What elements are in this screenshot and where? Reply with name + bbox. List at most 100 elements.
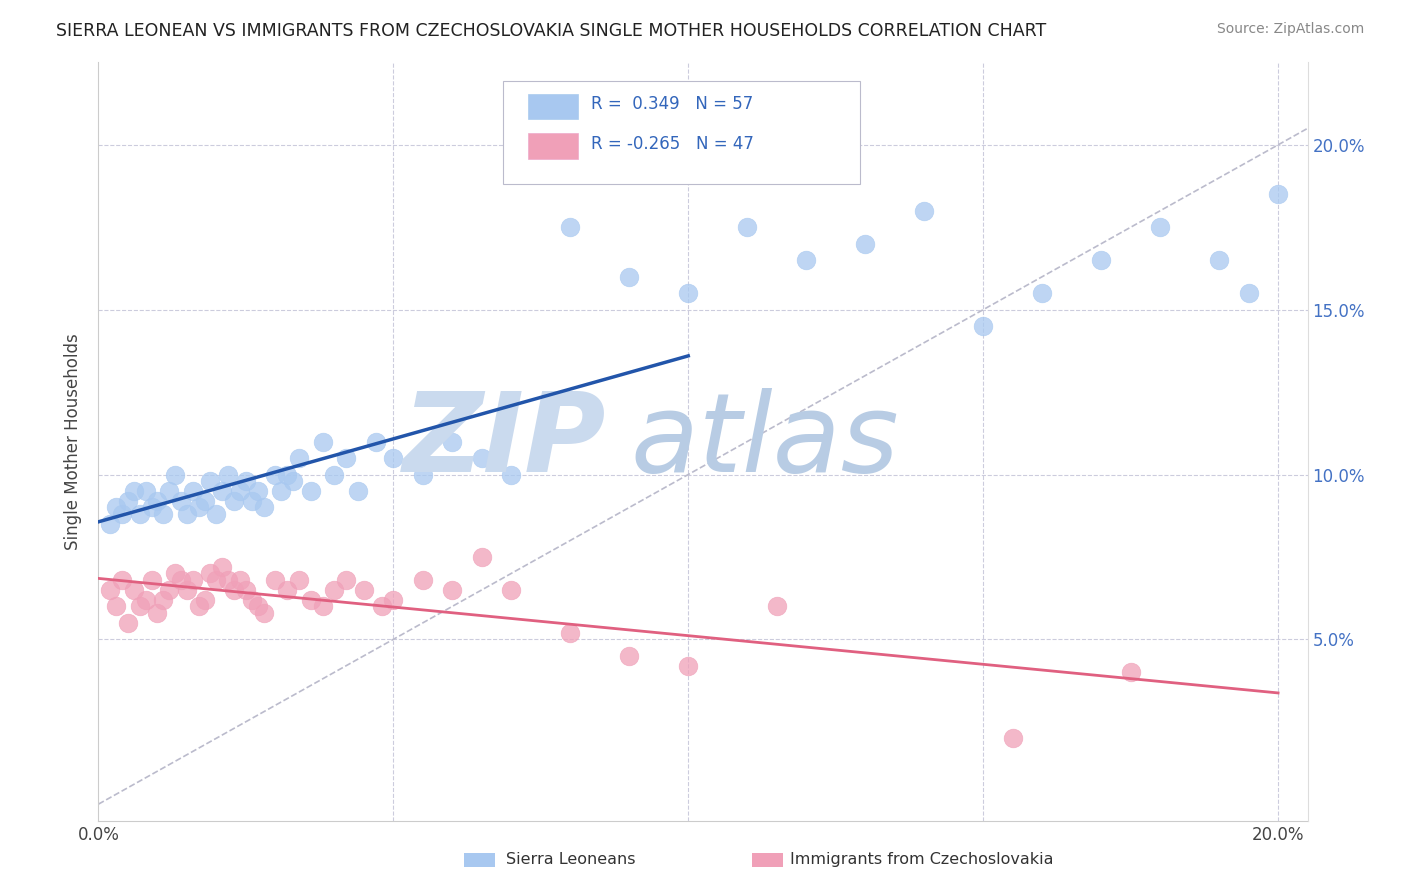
Point [170,494,193,508]
Point [765,599,787,614]
Point [217,467,239,482]
Point [200,474,222,488]
Point [157,483,180,498]
Point [152,507,174,521]
Point [323,467,346,482]
Point [501,467,523,482]
Point [1090,253,1112,268]
Point [229,483,252,498]
Text: Immigrants from Czechoslovakia: Immigrants from Czechoslovakia [790,853,1053,867]
Text: ZIP: ZIP [402,388,606,495]
Point [335,450,357,465]
Y-axis label: Single Mother Households: Single Mother Households [65,334,83,549]
Point [235,582,257,597]
Point [122,483,145,498]
Point [276,467,298,482]
Point [281,474,304,488]
Point [276,582,298,597]
Point [152,592,174,607]
Point [187,599,209,614]
Point [735,220,758,235]
Text: R =  0.349   N = 57: R = 0.349 N = 57 [591,95,752,113]
FancyBboxPatch shape [527,133,578,159]
Point [441,582,464,597]
Point [288,573,311,587]
Point [560,625,582,640]
Point [205,573,228,587]
Point [1119,665,1142,680]
Point [560,220,582,235]
Point [240,494,263,508]
Point [1031,286,1053,301]
Point [311,434,333,449]
Point [299,483,322,498]
Point [678,286,700,301]
Point [972,319,994,334]
Point [246,599,269,614]
Point [98,516,121,531]
Point [194,494,217,508]
Point [619,269,641,284]
Point [229,573,252,587]
Point [1267,187,1289,202]
Point [364,434,387,449]
Point [170,573,193,587]
Point [200,566,222,581]
Point [412,467,434,482]
Point [194,592,217,607]
Point [382,592,405,607]
Point [678,658,700,673]
Point [370,599,392,614]
Point [122,582,145,597]
Point [299,592,322,607]
Point [311,599,333,614]
Point [176,507,198,521]
Point [912,203,935,218]
Point [205,507,228,521]
Point [146,606,169,620]
Point [246,483,269,498]
Point [135,592,157,607]
Point [187,500,209,515]
Point [382,450,405,465]
Point [1001,731,1024,746]
Text: R = -0.265   N = 47: R = -0.265 N = 47 [591,136,754,153]
Point [211,483,233,498]
Point [176,582,198,597]
Point [619,648,641,663]
Point [181,573,204,587]
Point [264,573,287,587]
Point [181,483,204,498]
Point [794,253,817,268]
Point [853,236,876,251]
Text: Source: ZipAtlas.com: Source: ZipAtlas.com [1216,22,1364,37]
Point [111,507,134,521]
Point [165,566,187,581]
Point [141,573,163,587]
Point [157,582,180,597]
Point [252,500,274,515]
Point [165,467,187,482]
Point [441,434,464,449]
Point [222,494,245,508]
Point [471,450,494,465]
Point [412,573,434,587]
Point [211,559,233,574]
Text: Sierra Leoneans: Sierra Leoneans [506,853,636,867]
Point [270,483,292,498]
Point [98,582,121,597]
Point [141,500,163,515]
Point [117,494,139,508]
Point [105,599,128,614]
Point [1237,286,1260,301]
Point [335,573,357,587]
Point [117,615,139,630]
Point [264,467,287,482]
Point [353,582,375,597]
Point [323,582,346,597]
Text: atlas: atlas [630,388,898,495]
Point [111,573,134,587]
Text: SIERRA LEONEAN VS IMMIGRANTS FROM CZECHOSLOVAKIA SINGLE MOTHER HOUSEHOLDS CORREL: SIERRA LEONEAN VS IMMIGRANTS FROM CZECHO… [56,22,1046,40]
Point [1149,220,1171,235]
Point [222,582,245,597]
